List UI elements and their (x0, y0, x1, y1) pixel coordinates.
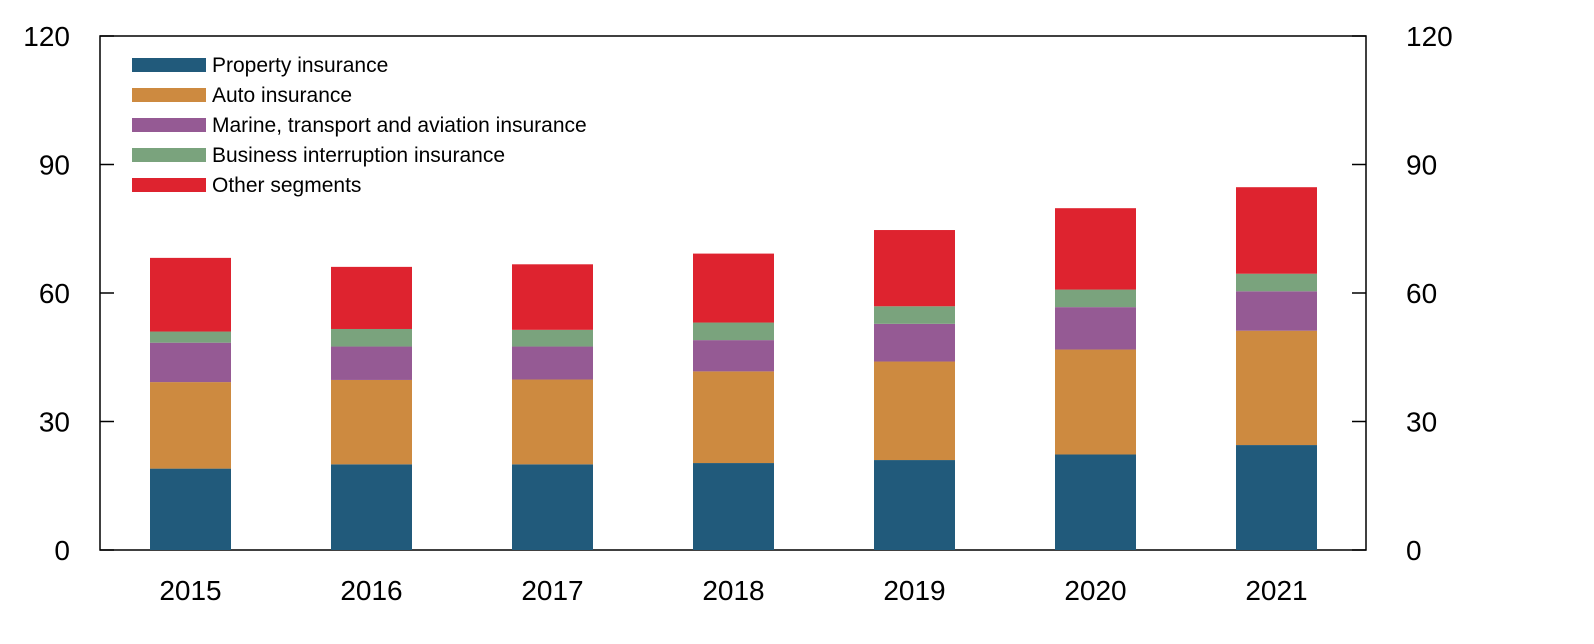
x-tick-label: 2020 (1064, 575, 1126, 606)
bar-segment (150, 257, 231, 332)
legend-swatch (132, 178, 206, 192)
bar-segment (1236, 445, 1317, 550)
x-tick-label: 2018 (702, 575, 764, 606)
bar-segment (693, 340, 774, 372)
bar-segment (150, 342, 231, 383)
y-tick-label-left: 120 (23, 21, 70, 52)
x-tick-label: 2019 (883, 575, 945, 606)
bar-segment (150, 468, 231, 550)
y-tick-label-right: 0 (1406, 535, 1422, 566)
bar-segment (693, 371, 774, 464)
bar-segment (512, 464, 593, 550)
x-tick-label: 2017 (521, 575, 583, 606)
y-tick-label-left: 60 (39, 278, 70, 309)
legend: Property insurance Auto insurance Marine, … (132, 54, 587, 197)
y-tick-label-left: 30 (39, 407, 70, 438)
bar-segment (1236, 187, 1317, 274)
y-tick-label-right: 60 (1406, 278, 1437, 309)
bar-segment (1055, 454, 1136, 550)
bar-segment (693, 463, 774, 550)
bar-segment (1055, 208, 1136, 290)
bar-segment (331, 328, 412, 347)
y-tick-label-right: 30 (1406, 407, 1437, 438)
bar-segment (512, 379, 593, 465)
legend-swatch (132, 58, 206, 72)
y-tick-label-right: 120 (1406, 21, 1453, 52)
bar-segment (874, 323, 955, 362)
bar-segment (150, 382, 231, 469)
bar-segment (693, 253, 774, 323)
bar-segment (874, 306, 955, 324)
bar-segment (512, 264, 593, 330)
legend-swatch (132, 148, 206, 162)
bar-segment (693, 322, 774, 341)
bar-segment (874, 460, 955, 550)
y-tick-label-left: 0 (54, 535, 70, 566)
y-tick-label-right: 90 (1406, 150, 1437, 181)
x-tick-label: 2016 (340, 575, 402, 606)
bar-segment (512, 346, 593, 380)
bars: 2015 2016 2017 2018 2019 2020 2021 (150, 187, 1317, 606)
legend-label: Other segments (212, 174, 361, 197)
x-tick-label: 2021 (1245, 575, 1307, 606)
legend-label: Business interruption insurance (212, 144, 505, 167)
bar-segment (874, 230, 955, 307)
axis-ticks: 0 0 30 30 60 60 90 90 120 120 (23, 21, 1452, 566)
bar-segment (150, 331, 231, 343)
legend-label: Marine, transport and aviation insurance (212, 114, 587, 137)
bar-segment (331, 346, 412, 380)
bar-segment (874, 361, 955, 461)
bar-segment (1055, 349, 1136, 455)
bar-segment (1055, 307, 1136, 350)
legend-label: Auto insurance (212, 84, 352, 107)
bar-segment (331, 379, 412, 465)
legend-label: Property insurance (212, 54, 388, 77)
bar-segment (331, 464, 412, 550)
bar-segment (1236, 273, 1317, 292)
bar-segment (1055, 289, 1136, 308)
legend-swatch (132, 88, 206, 102)
legend-swatch (132, 118, 206, 132)
bar-segment (1236, 291, 1317, 331)
bar-segment (512, 329, 593, 347)
x-tick-label: 2015 (159, 575, 221, 606)
bar-segment (331, 266, 412, 329)
y-tick-label-left: 90 (39, 150, 70, 181)
bar-segment (1236, 330, 1317, 446)
